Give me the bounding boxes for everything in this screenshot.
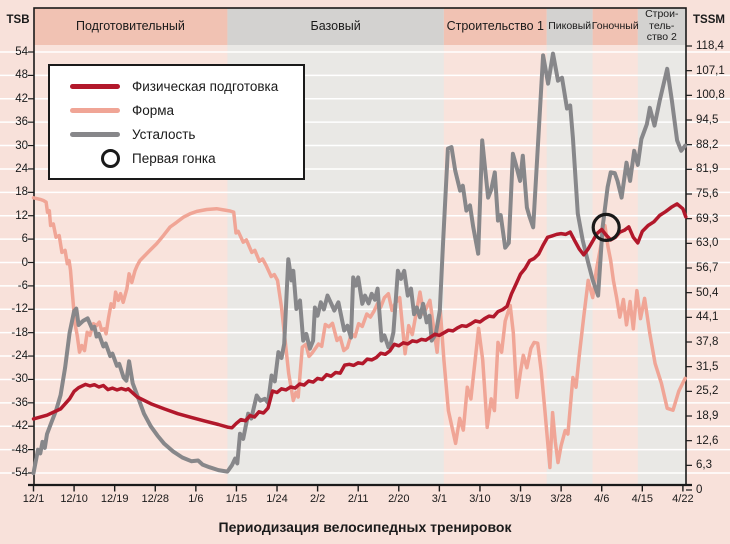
right-axis-tick-label: 94,5 — [696, 114, 719, 126]
x-axis-tick-label: 12/10 — [60, 493, 88, 505]
right-axis-title: TSSM — [693, 14, 725, 26]
x-axis-tick-label: 2/2 — [309, 493, 326, 505]
right-axis-tick-label: 37,8 — [696, 336, 719, 348]
right-axis-tick-label: 18,9 — [696, 410, 719, 422]
first-race-marker — [591, 212, 621, 242]
right-axis-tick-label: 12,6 — [696, 434, 719, 447]
left-axis-tick-label: 6 — [21, 233, 28, 246]
x-axis-tick-label: 4/6 — [594, 493, 610, 505]
phase-band-header — [443, 8, 547, 45]
left-axis-tick-label: -42 — [11, 420, 28, 433]
series-line-form — [31, 196, 687, 470]
legend-item-fitness: Физическая подготовка — [50, 74, 303, 98]
right-axis-tick-label: 107,1 — [696, 64, 725, 77]
phase-band-header — [637, 8, 686, 45]
phase-label: Подготовительный — [76, 19, 185, 33]
right-axis-tick-label: 31,5 — [696, 360, 719, 373]
x-axis-tick-label: 3/28 — [550, 493, 572, 505]
right-axis-tick-label: 0 — [696, 484, 703, 496]
series-line-fitness — [31, 202, 688, 430]
left-axis-tick-label: 12 — [15, 209, 28, 222]
x-axis-tick-label: 3/1 — [431, 493, 447, 505]
x-axis-tick-label: 12/1 — [22, 493, 45, 505]
right-axis-tick-label: 81,9 — [696, 163, 719, 176]
x-axis-tick-label: 3/19 — [509, 493, 532, 505]
left-axis-tick-label: -48 — [11, 443, 28, 456]
chart-title: Периодизация велосипедных тренировок — [218, 519, 512, 535]
right-axis-tick-label: 63,0 — [696, 237, 719, 250]
right-axis-tick-label: 118,4 — [696, 40, 724, 52]
right-axis-tick-label: 6,3 — [696, 459, 712, 472]
x-axis-tick-label: 2/20 — [388, 493, 410, 505]
left-axis-tick-label: -24 — [11, 350, 28, 363]
right-axis-tick-label: 88,2 — [696, 138, 719, 151]
left-axis-tick-label: -54 — [11, 466, 28, 479]
left-axis-tick-label: 30 — [15, 139, 28, 152]
left-axis-tick-label: -6 — [17, 279, 28, 292]
x-axis-tick-label: 2/11 — [347, 493, 369, 505]
right-axis-tick-label: 69,3 — [696, 212, 719, 225]
legend-label: Форма — [132, 102, 175, 118]
legend-item-fatigue: Усталость — [50, 122, 303, 146]
x-axis-tick-label: 1/24 — [266, 493, 288, 505]
left-axis-tick-label: 24 — [15, 162, 28, 175]
x-axis-tick-label: 4/15 — [631, 493, 653, 505]
phase-band-header — [227, 8, 444, 45]
left-axis-tick-label: 54 — [15, 46, 28, 58]
form-line-swatch — [50, 107, 120, 113]
legend-label: Первая гонка — [132, 150, 216, 166]
left-axis-tick-label: 0 — [21, 256, 28, 269]
phase-band-header — [592, 8, 638, 45]
legend: Физическая подготовка Форма Усталость Пе… — [48, 64, 305, 180]
right-axis-tick-label: 75,6 — [696, 188, 719, 200]
right-axis-tick-label: 44,1 — [696, 311, 719, 324]
legend-item-first-race: Первая гонка — [50, 146, 303, 170]
x-axis-tick-label: 1/15 — [225, 493, 248, 505]
left-axis-tick-label: -36 — [11, 396, 28, 409]
x-axis-tick-label: 4/22 — [672, 493, 694, 505]
right-axis-tick-label: 25,2 — [696, 385, 719, 398]
phase-label: Гоночный — [591, 19, 639, 32]
phase-band — [637, 45, 686, 485]
left-axis-tick-label: -18 — [11, 326, 28, 339]
right-axis-tick-label: 50,4 — [696, 286, 719, 299]
x-axis-tick-label: 3/10 — [469, 493, 491, 505]
left-axis-tick-label: 36 — [15, 116, 28, 129]
fitness-line-swatch — [50, 83, 120, 89]
phase-label: Строительство 1 — [446, 19, 544, 33]
series-line-fatigue — [31, 51, 688, 476]
left-axis-title: TSB — [6, 14, 30, 26]
left-axis-tick-label: -12 — [11, 303, 28, 316]
right-axis-tick-label: 100,8 — [696, 89, 725, 102]
phase-label: Пиковый — [548, 19, 592, 32]
phase-band-header — [546, 8, 593, 45]
left-axis-tick-label: 42 — [15, 92, 28, 105]
first-race-circle-icon — [50, 148, 120, 168]
phase-label: Строи- тель- ство 2 — [645, 8, 679, 44]
phase-band-header — [33, 8, 228, 45]
left-axis-tick-label: -30 — [11, 373, 28, 386]
legend-label: Физическая подготовка — [132, 78, 279, 94]
right-axis-tick-label: 56,7 — [696, 262, 719, 274]
x-axis-tick-label: 1/6 — [188, 493, 204, 505]
legend-label: Усталость — [132, 126, 196, 142]
fatigue-line-swatch — [50, 131, 120, 137]
left-axis-tick-label: 48 — [15, 69, 28, 82]
x-axis-tick-label: 12/19 — [100, 493, 129, 505]
left-axis-tick-label: 18 — [15, 186, 28, 199]
legend-item-form: Форма — [50, 98, 303, 122]
phase-label: Базовый — [310, 19, 361, 33]
x-axis-tick-label: 12/28 — [141, 493, 170, 505]
